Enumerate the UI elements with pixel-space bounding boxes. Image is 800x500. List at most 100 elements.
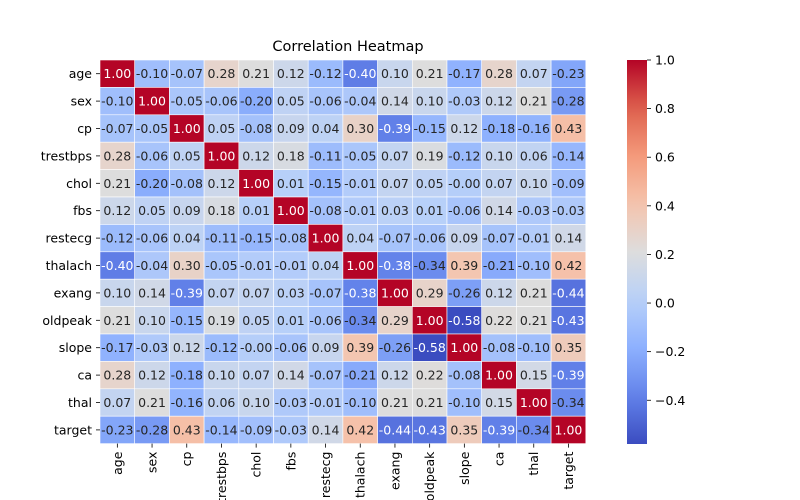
heatmap-cell xyxy=(273,196,309,225)
y-tick-label: sex xyxy=(71,94,92,109)
cell-value-label: 0.10 xyxy=(381,66,409,81)
heatmap-cell xyxy=(203,388,240,417)
heatmap-cell xyxy=(99,141,136,170)
colorbar-tick-label: 0.2 xyxy=(655,247,675,262)
cell-value-label: 0.42 xyxy=(346,422,374,437)
heatmap-cell xyxy=(169,87,205,116)
cell-value-label: 0.28 xyxy=(208,66,236,81)
cell-value-label: -0.07 xyxy=(379,231,411,246)
cell-value-label: -0.00 xyxy=(240,340,272,355)
heatmap-cell xyxy=(134,87,170,116)
cell-value-label: -0.28 xyxy=(136,422,168,437)
cell-value-label: -0.03 xyxy=(275,422,307,437)
cell-value-label: -0.39 xyxy=(552,368,584,383)
heatmap-cell xyxy=(411,333,448,362)
cell-value-label: 0.09 xyxy=(450,231,478,246)
heatmap-cell xyxy=(169,114,205,143)
cell-value-label: 0.12 xyxy=(138,368,166,383)
cell-value-label: -0.09 xyxy=(552,176,584,191)
cell-value-label: -0.06 xyxy=(309,313,341,328)
heatmap-cell xyxy=(134,251,170,280)
cell-value-label: 0.05 xyxy=(277,94,305,109)
cell-value-label: 0.21 xyxy=(520,313,548,328)
heatmap-cell xyxy=(550,87,587,116)
heatmap-cell xyxy=(516,141,552,170)
heatmap-cell xyxy=(203,251,240,280)
cell-value-label: 0.07 xyxy=(208,285,236,300)
cell-value-label: -0.07 xyxy=(171,66,203,81)
heatmap-cell xyxy=(169,196,205,225)
cell-value-label: 0.30 xyxy=(173,258,201,273)
cell-value-label: 0.05 xyxy=(208,121,236,136)
cell-value-label: -0.06 xyxy=(309,94,341,109)
heatmap-cell xyxy=(169,224,205,253)
heatmap-cell xyxy=(342,278,378,307)
heatmap-cell xyxy=(446,333,483,362)
cell-value-label: -0.01 xyxy=(344,203,376,218)
cell-value-label: 0.28 xyxy=(103,368,131,383)
heatmap-cell xyxy=(238,415,274,444)
heatmap-cell xyxy=(307,361,344,390)
heatmap-cell xyxy=(134,196,170,225)
heatmap-cell xyxy=(411,278,448,307)
cell-value-label: 0.28 xyxy=(485,66,513,81)
y-tick-label: slope xyxy=(59,340,93,355)
colorbar-tick-label: 1.0 xyxy=(655,53,675,68)
y-tick-labels: age sex cp trestbps chol fbs restecg thalach exa… xyxy=(41,66,100,437)
heatmap-cell xyxy=(377,141,413,170)
heatmap-cell xyxy=(342,141,378,170)
cell-value-label: 0.07 xyxy=(242,368,270,383)
cell-value-label: -0.38 xyxy=(379,258,411,273)
cell-value-label: 0.10 xyxy=(416,94,444,109)
heatmap-cell xyxy=(238,388,274,417)
cell-value-label: -0.05 xyxy=(344,148,376,163)
cell-value-label: 0.18 xyxy=(208,203,236,218)
cell-value-label: -0.08 xyxy=(309,203,341,218)
heatmap-cell xyxy=(550,114,587,143)
heatmap-cells: 1.00 -0.10 -0.07 0.28 0.21 0.12 -0.12 -0.40 0.10… xyxy=(99,59,587,444)
x-tick-label: exang xyxy=(387,452,402,490)
cell-value-label: -0.07 xyxy=(483,231,515,246)
heatmap-cell xyxy=(238,333,274,362)
x-tick-label: oldpeak xyxy=(422,451,437,500)
heatmap-cell xyxy=(516,224,552,253)
cell-value-label: -0.01 xyxy=(309,395,341,410)
x-tick-label: thal xyxy=(526,452,541,476)
cell-value-label: -0.12 xyxy=(101,231,133,246)
cell-value-label: 0.04 xyxy=(346,231,374,246)
cell-value-label: -0.05 xyxy=(136,121,168,136)
heatmap-cell xyxy=(481,306,517,335)
heatmap-cell xyxy=(411,59,448,88)
cell-value-label: -0.06 xyxy=(413,231,445,246)
heatmap-cell xyxy=(99,251,136,280)
heatmap-cell xyxy=(307,141,344,170)
cell-value-label: 0.06 xyxy=(520,148,548,163)
cell-value-label: 0.12 xyxy=(208,176,236,191)
cell-value-label: -0.26 xyxy=(448,285,480,300)
heatmap-cell xyxy=(550,196,587,225)
heatmap-cell xyxy=(516,306,552,335)
cell-value-label: -0.34 xyxy=(413,258,445,273)
heatmap-cell xyxy=(550,361,587,390)
heatmap-cell xyxy=(377,306,413,335)
cell-value-label: -0.03 xyxy=(552,203,584,218)
cell-value-label: 0.03 xyxy=(381,203,409,218)
heatmap-cell xyxy=(169,361,205,390)
cell-value-label: -0.08 xyxy=(448,368,480,383)
cell-value-label: 1.00 xyxy=(208,148,236,163)
cell-value-label: 0.01 xyxy=(277,313,305,328)
heatmap-cell xyxy=(307,251,344,280)
heatmap-cell xyxy=(516,196,552,225)
heatmap-cell xyxy=(342,59,378,88)
cell-value-label: 0.01 xyxy=(416,203,444,218)
cell-value-label: 0.05 xyxy=(138,203,166,218)
heatmap-cell xyxy=(342,87,378,116)
heatmap-cell xyxy=(238,169,274,198)
heatmap-cell xyxy=(134,306,170,335)
x-tick-label: chol xyxy=(249,452,264,478)
cell-value-label: 0.10 xyxy=(103,285,131,300)
cell-value-label: 0.21 xyxy=(381,395,409,410)
heatmap-cell xyxy=(446,169,483,198)
cell-value-label: 1.00 xyxy=(485,368,513,383)
cell-value-label: 0.12 xyxy=(450,121,478,136)
